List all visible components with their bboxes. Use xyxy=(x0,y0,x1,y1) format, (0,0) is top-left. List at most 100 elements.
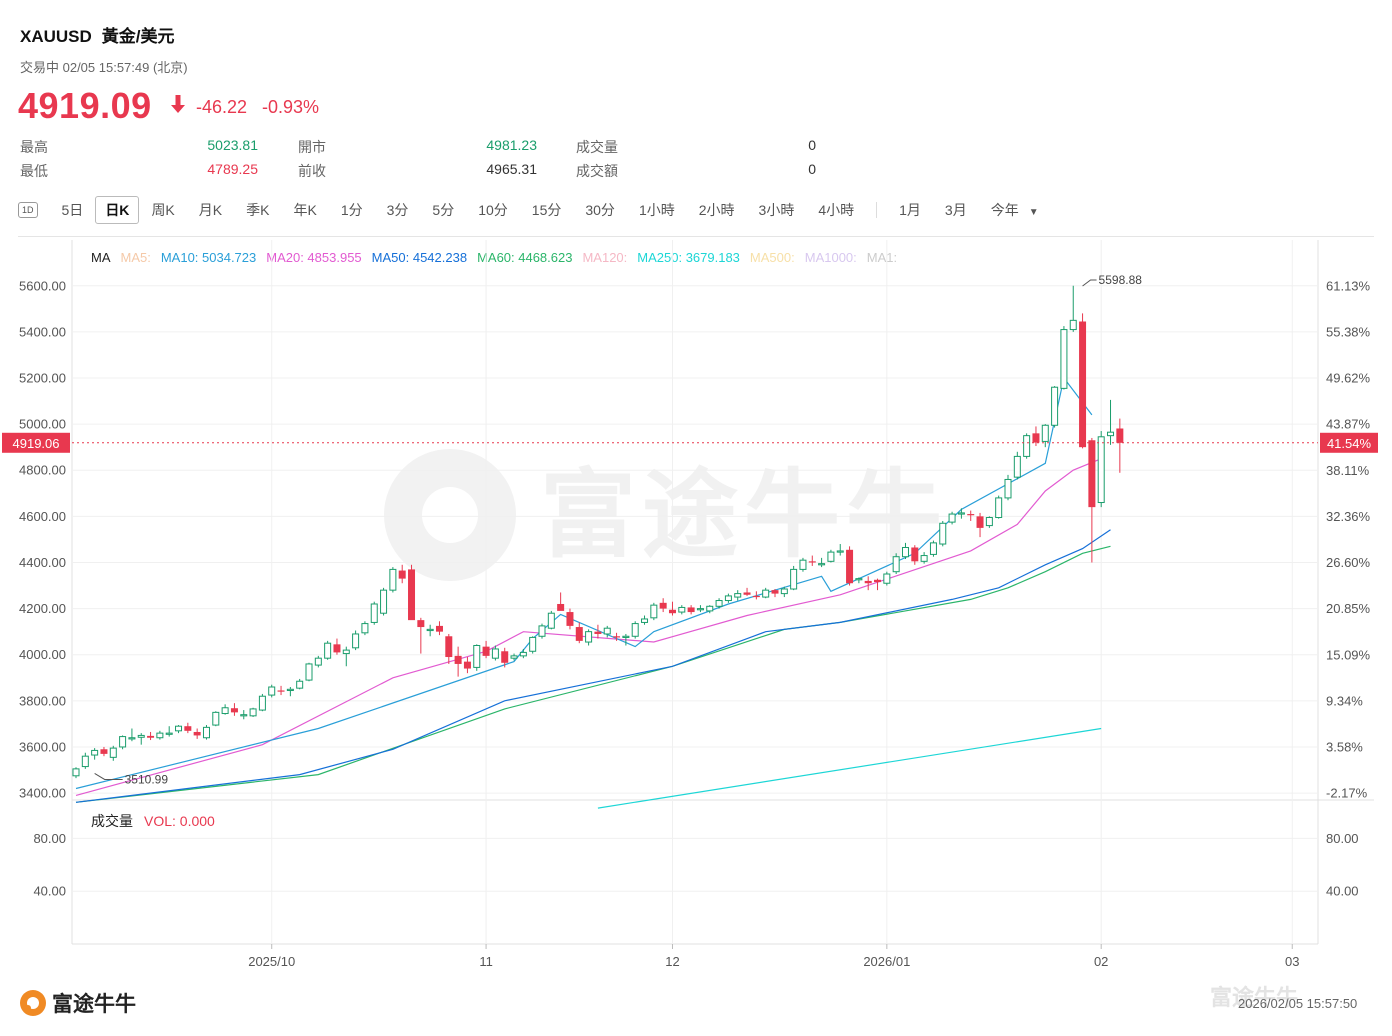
y-tick-label-right: 26.60% xyxy=(1326,555,1371,570)
candle-body xyxy=(864,580,872,584)
candle-body xyxy=(380,589,388,614)
stat-prevclose-label: 前收 xyxy=(298,163,326,179)
tab-ytd-range[interactable]: 今年 ▼ xyxy=(979,197,1051,223)
y-tick-label-right: 49.62% xyxy=(1326,371,1371,386)
ma-legend-item: MA120: xyxy=(582,250,628,265)
current-price-label: 4919.06 xyxy=(13,436,60,451)
y-tick-label-right: 38.11% xyxy=(1326,463,1370,478)
stat-low-label: 最低 xyxy=(20,163,48,179)
stat-volume-label: 成交量 xyxy=(576,139,618,155)
tab-daily[interactable]: 日K xyxy=(95,196,140,224)
candle-body xyxy=(333,644,341,653)
high-marker-label: 5598.88 xyxy=(1099,273,1143,287)
tab-15min[interactable]: 15分 xyxy=(531,202,562,218)
candle-body xyxy=(696,608,704,611)
y-tick-label: 5600.00 xyxy=(19,278,66,293)
tab-3month-range[interactable]: 3月 xyxy=(944,202,967,218)
candle-body xyxy=(463,661,471,669)
candle-body xyxy=(668,609,676,614)
candle-body xyxy=(827,551,835,562)
toolbar-divider xyxy=(18,236,1374,237)
candle-body xyxy=(529,636,537,652)
candle-body xyxy=(911,547,919,562)
tab-monthly[interactable]: 月K xyxy=(198,202,223,218)
price-markers: 4919.06 41.54% 5598.88 3510.99 xyxy=(2,273,1378,786)
candle-body xyxy=(240,714,248,717)
candle-body xyxy=(72,768,80,777)
y-tick-label-right: 9.34% xyxy=(1326,693,1363,708)
ma60-line xyxy=(75,545,1111,803)
tab-weekly[interactable]: 周K xyxy=(151,202,175,218)
tab-quarterly[interactable]: 季K xyxy=(246,202,270,218)
candle-body xyxy=(724,595,732,602)
candle-body xyxy=(892,556,900,573)
trading-status: 交易中 02/05 15:57:49 (北京) xyxy=(20,60,188,75)
candle-body xyxy=(119,736,127,748)
candle-body xyxy=(202,726,210,739)
tab-5d[interactable]: 5日 xyxy=(61,202,84,218)
candle-body xyxy=(473,644,481,668)
y-tick-label-right: 20.85% xyxy=(1326,601,1371,616)
y-tick-label: 5400.00 xyxy=(19,324,66,339)
tab-5min[interactable]: 5分 xyxy=(432,202,455,218)
tab-3min[interactable]: 3分 xyxy=(386,202,409,218)
tab-yearly[interactable]: 年K xyxy=(293,202,317,218)
y-tick-label: 3600.00 xyxy=(19,739,66,754)
candle-body xyxy=(435,625,443,632)
x-tick-label: 2026/01 xyxy=(863,954,910,969)
candle-body xyxy=(91,749,99,756)
stat-turnover-label: 成交額 xyxy=(576,163,618,179)
low-marker-line xyxy=(94,773,123,780)
ma-legend: MA MA5: MA10: 5034.723 MA20: 4853.955 MA50: … xyxy=(91,250,897,265)
tab-mode-icon[interactable]: 1D xyxy=(18,202,38,218)
y-tick-label: 4400.00 xyxy=(19,555,66,570)
candle-body xyxy=(650,604,658,619)
candle-body xyxy=(920,555,928,562)
tab-1month-range[interactable]: 1月 xyxy=(899,202,921,218)
low-marker-label: 3510.99 xyxy=(125,772,169,786)
tab-1h[interactable]: 1小時 xyxy=(638,202,675,218)
candle-body xyxy=(454,655,462,664)
axes: 5600.00 5400.00 5200.00 5000.00 4800.00 4600.… xyxy=(19,278,1371,969)
candle-body xyxy=(575,627,583,641)
candle-body xyxy=(678,606,686,613)
tab-1min[interactable]: 1分 xyxy=(340,202,363,218)
candle-body xyxy=(165,732,173,735)
x-tick-label: 2025/10 xyxy=(248,954,295,969)
tab-30min[interactable]: 30分 xyxy=(585,202,615,218)
candle-body xyxy=(631,623,639,637)
current-pct-label: 41.54% xyxy=(1327,436,1372,451)
candle-body xyxy=(762,589,770,598)
candle-body xyxy=(1032,433,1040,443)
tab-10min[interactable]: 10分 xyxy=(478,202,508,218)
footer-brand-text: 富途牛牛 xyxy=(52,993,136,1016)
candle-body xyxy=(659,602,667,609)
candle-body xyxy=(641,618,649,623)
candle-body xyxy=(128,737,136,740)
y-tick-label-right: 43.87% xyxy=(1326,417,1371,432)
candle-body xyxy=(603,627,611,635)
volume-tick-label-right: 80.00 xyxy=(1326,831,1359,846)
candle-body xyxy=(1051,386,1059,426)
candle-body xyxy=(985,517,993,527)
symbol: XAUUSD xyxy=(20,27,92,46)
y-tick-label-right: 55.38% xyxy=(1326,325,1371,340)
candle-body xyxy=(286,688,294,692)
candle-body xyxy=(780,588,788,595)
footer-timestamp: 2026/02/05 15:57:50 xyxy=(1238,996,1358,1011)
tab-2h[interactable]: 2小時 xyxy=(698,202,735,218)
candle-body xyxy=(370,603,378,623)
tab-4h[interactable]: 4小時 xyxy=(818,202,855,218)
stat-high-label: 最高 xyxy=(20,139,48,155)
y-tick-label: 4200.00 xyxy=(19,601,66,616)
candle-body xyxy=(445,636,453,658)
candle-body xyxy=(846,549,854,584)
ma250-line xyxy=(597,727,1102,809)
tab-3h[interactable]: 3小時 xyxy=(758,202,795,218)
ma10-line xyxy=(75,376,1093,790)
candle-body xyxy=(939,522,947,545)
high-marker-line xyxy=(1082,279,1097,287)
candle-body xyxy=(566,612,574,626)
candle-body xyxy=(957,512,965,515)
